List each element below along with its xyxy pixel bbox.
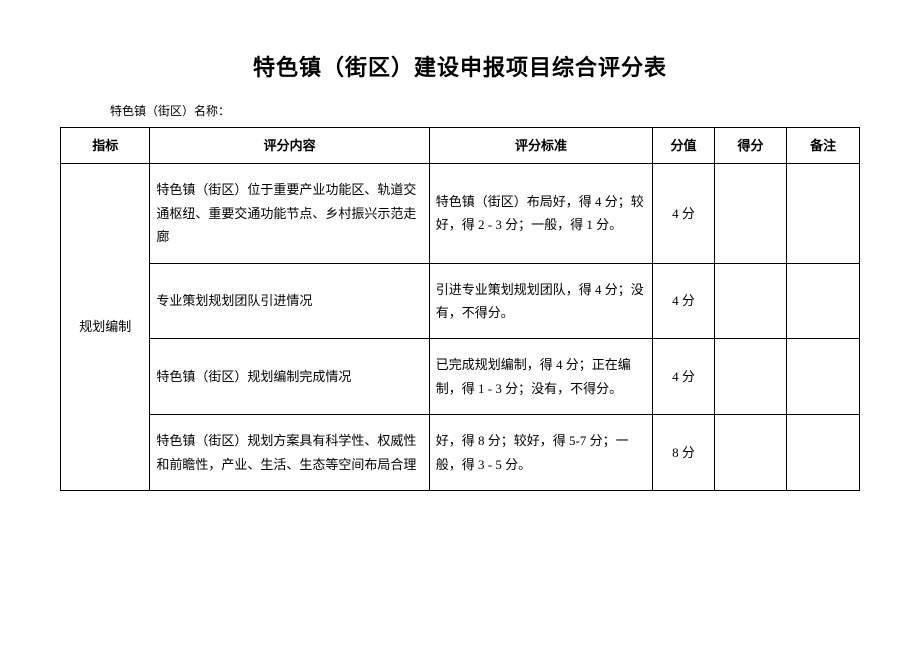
scoring-table: 指标 评分内容 评分标准 分值 得分 备注 规划编制 特色镇（街区）位于重要产业… (60, 127, 860, 491)
score-cell: 4 分 (653, 164, 714, 263)
score-cell: 4 分 (653, 263, 714, 339)
content-cell: 特色镇（街区）规划方案具有科学性、权威性和前瞻性，产业、生活、生态等空间布局合理 (150, 415, 429, 491)
header-standard: 评分标准 (429, 128, 652, 164)
standard-cell: 好，得 8 分；较好，得 5-7 分；一般，得 3 - 5 分。 (429, 415, 652, 491)
content-cell: 特色镇（街区）规划编制完成情况 (150, 339, 429, 415)
table-header-row: 指标 评分内容 评分标准 分值 得分 备注 (61, 128, 860, 164)
table-row: 规划编制 特色镇（街区）位于重要产业功能区、轨道交通枢纽、重要交通功能节点、乡村… (61, 164, 860, 263)
grade-cell (714, 415, 787, 491)
category-cell: 规划编制 (61, 164, 150, 491)
standard-cell: 特色镇（街区）布局好，得 4 分；较好，得 2 - 3 分；一般，得 1 分。 (429, 164, 652, 263)
document-title: 特色镇（街区）建设申报项目综合评分表 (60, 50, 860, 82)
note-cell (787, 164, 860, 263)
content-cell: 专业策划规划团队引进情况 (150, 263, 429, 339)
header-indicator: 指标 (61, 128, 150, 164)
note-cell (787, 263, 860, 339)
grade-cell (714, 263, 787, 339)
header-note: 备注 (787, 128, 860, 164)
content-cell: 特色镇（街区）位于重要产业功能区、轨道交通枢纽、重要交通功能节点、乡村振兴示范走… (150, 164, 429, 263)
standard-cell: 引进专业策划规划团队，得 4 分；没有，不得分。 (429, 263, 652, 339)
score-cell: 4 分 (653, 339, 714, 415)
header-grade: 得分 (714, 128, 787, 164)
header-content: 评分内容 (150, 128, 429, 164)
score-cell: 8 分 (653, 415, 714, 491)
table-row: 特色镇（街区）规划编制完成情况 已完成规划编制，得 4 分；正在编制，得 1 -… (61, 339, 860, 415)
table-row: 特色镇（街区）规划方案具有科学性、权威性和前瞻性，产业、生活、生态等空间布局合理… (61, 415, 860, 491)
document-subtitle: 特色镇（街区）名称： (60, 102, 860, 119)
grade-cell (714, 339, 787, 415)
grade-cell (714, 164, 787, 263)
note-cell (787, 415, 860, 491)
note-cell (787, 339, 860, 415)
table-row: 专业策划规划团队引进情况 引进专业策划规划团队，得 4 分；没有，不得分。 4 … (61, 263, 860, 339)
standard-cell: 已完成规划编制，得 4 分；正在编制，得 1 - 3 分；没有，不得分。 (429, 339, 652, 415)
header-score: 分值 (653, 128, 714, 164)
